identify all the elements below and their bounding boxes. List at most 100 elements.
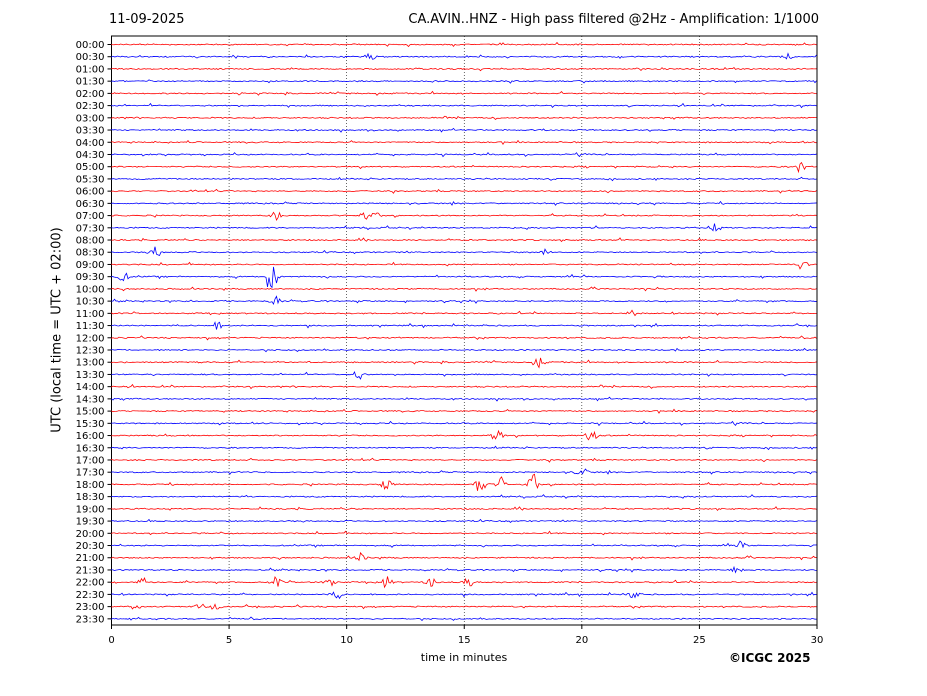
trace-0200 [111,90,817,96]
y-tick-label: 19:30 [76,517,105,528]
copyright-credit: ©ICGC 2025 [729,651,811,665]
x-tick-label: 15 [458,635,471,646]
y-tick-label: 01:00 [76,64,105,75]
y-tick-label: 14:00 [76,382,105,393]
trace-1400 [111,383,817,390]
trace-1700 [111,457,817,463]
trace-0030 [111,52,817,60]
x-axis-label: time in minutes [420,651,508,664]
trace-0630 [111,200,817,206]
trace-1100 [111,309,817,317]
y-tick-label: 01:30 [76,77,105,88]
trace-0800 [111,237,817,243]
y-tick-label: 00:30 [76,52,105,63]
trace-0400 [111,139,817,146]
trace-1300 [111,357,817,369]
date-label: 11-09-2025 [109,12,185,27]
trace-1330 [111,371,817,380]
y-tick-label: 23:30 [76,614,105,625]
y-tick-label: 06:30 [76,199,105,210]
trace-1430 [111,396,817,402]
trace-0230 [111,102,817,109]
trace-1030 [111,295,817,306]
trace-1800 [111,473,817,491]
trace-2100 [111,551,817,562]
y-tick-label: 03:00 [76,113,105,124]
y-tick-label: 20:30 [76,541,105,552]
trace-2200 [111,576,817,589]
y-tick-label: 12:00 [76,333,105,344]
y-tick-label: 07:00 [76,211,105,222]
y-tick-label: 21:30 [76,565,105,576]
y-tick-label: 06:00 [76,187,105,198]
y-axis-label: UTC (local time = UTC + 02:00) [49,227,65,433]
y-tick-label: 11:30 [76,321,105,332]
y-tick-label: 08:00 [76,236,105,247]
trace-0000 [111,41,817,48]
x-tick-label: 20 [575,635,588,646]
x-tick-label: 10 [340,635,353,646]
y-tick-label: 09:30 [76,272,105,283]
y-tick-label: 03:30 [76,126,105,137]
trace-1500 [111,408,817,414]
y-tick-label: 18:00 [76,480,105,491]
y-tick-label: 02:30 [76,101,105,112]
y-tick-label: 16:30 [76,443,105,454]
y-tick-label: 17:00 [76,455,105,466]
trace-0730 [111,223,817,232]
trace-0300 [111,115,817,121]
trace-2030 [111,540,817,549]
trace-2330 [111,616,817,622]
x-tick-label: 25 [693,635,706,646]
y-tick-label: 05:00 [76,162,105,173]
trace-1130 [111,321,817,330]
y-tick-label: 04:00 [76,138,105,149]
trace-2230 [111,591,817,600]
y-tick-label: 04:30 [76,150,105,161]
trace-0600 [111,188,817,194]
trace-0930 [111,266,817,289]
trace-0530 [111,176,817,182]
trace-1630 [111,445,817,451]
trace-0130 [111,79,817,84]
trace-0430 [111,151,817,158]
y-tick-label: 02:00 [76,89,105,100]
trace-1930 [111,518,817,524]
y-tick-label: 21:00 [76,553,105,564]
trace-2130 [111,565,817,574]
x-tick-label: 30 [811,635,824,646]
y-tick-label: 19:00 [76,504,105,515]
y-tick-label: 16:00 [76,431,105,442]
y-tick-label: 08:30 [76,248,105,259]
y-tick-label: 12:30 [76,346,105,357]
x-tick-label: 5 [226,635,232,646]
y-tick-label: 15:00 [76,407,105,418]
trace-0330 [111,127,817,133]
trace-2300 [111,603,817,610]
trace-0900 [111,261,817,270]
y-tick-label: 10:30 [76,297,105,308]
y-tick-label: 17:30 [76,468,105,479]
y-tick-label: 05:30 [76,174,105,185]
trace-2000 [111,530,817,536]
y-tick-label: 10:00 [76,284,105,295]
trace-1900 [111,506,817,511]
chart-title: CA.AVIN..HNZ - High pass filtered @2Hz -… [408,12,819,27]
y-tick-label: 13:30 [76,370,105,381]
trace-1730 [111,468,817,475]
y-tick-label: 20:00 [76,529,105,540]
y-tick-label: 18:30 [76,492,105,503]
trace-1000 [111,286,817,292]
y-tick-label: 07:30 [76,223,105,234]
y-tick-label: 09:00 [76,260,105,271]
y-tick-label: 11:00 [76,309,105,320]
y-tick-label: 23:00 [76,602,105,613]
x-tick-label: 0 [108,635,114,646]
trace-1600 [111,429,817,441]
trace-1230 [111,347,817,353]
y-tick-label: 14:30 [76,394,105,405]
trace-0100 [111,66,817,72]
trace-1830 [111,494,817,499]
y-tick-label: 22:00 [76,578,105,589]
